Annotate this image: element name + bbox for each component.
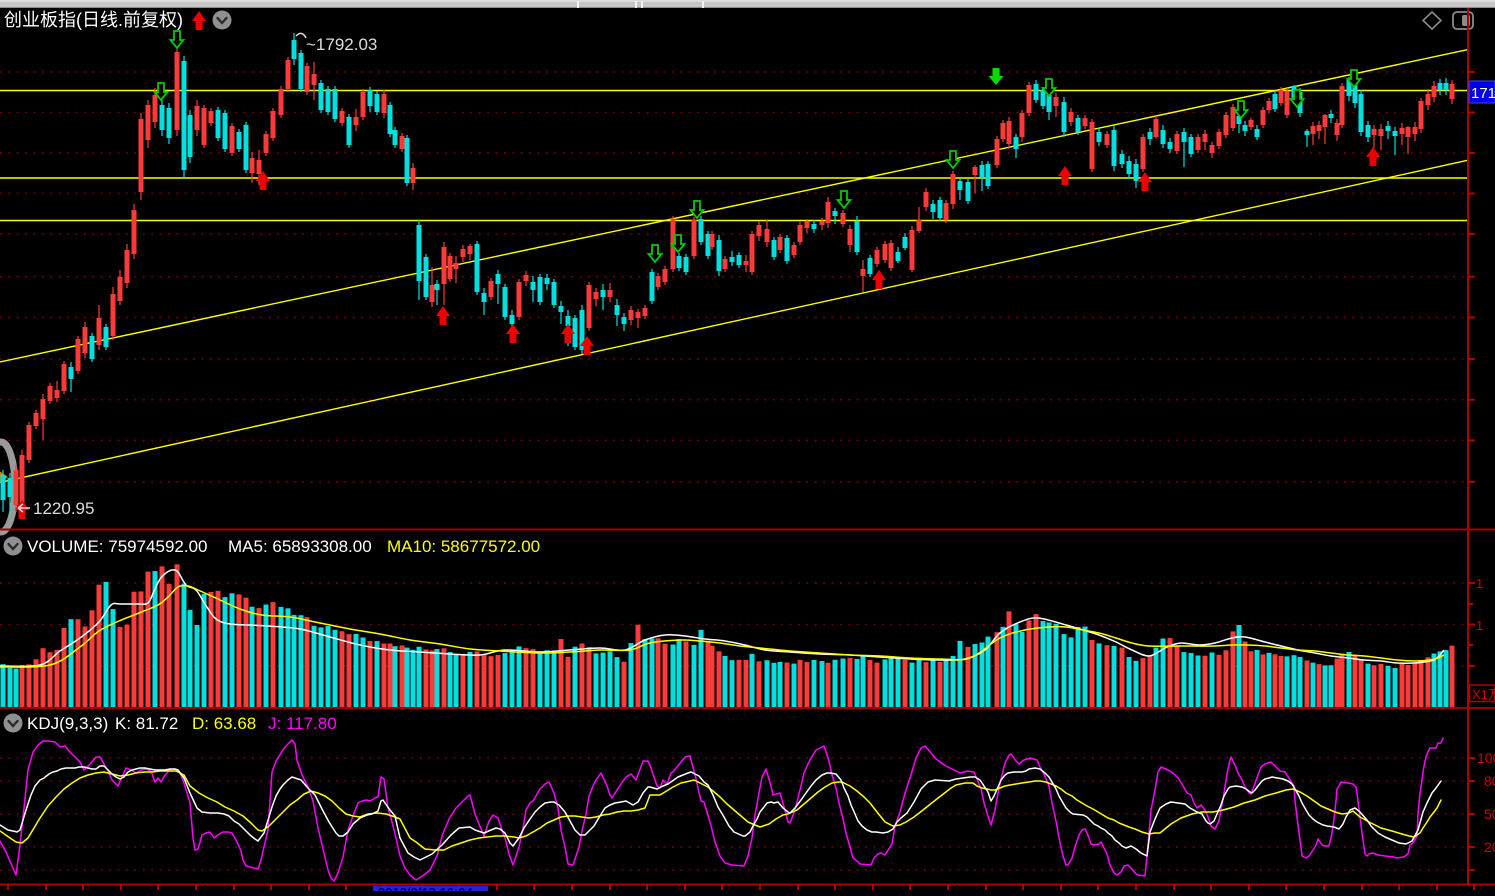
svg-text:1712: 1712 xyxy=(1471,85,1495,102)
svg-text:80: 80 xyxy=(1484,773,1495,789)
svg-text:50: 50 xyxy=(1484,806,1495,822)
svg-text:MA5: 65893308.00: MA5: 65893308.00 xyxy=(228,537,372,556)
svg-text:VOLUME: 75974592.00: VOLUME: 75974592.00 xyxy=(27,537,208,556)
svg-text:D: 63.68: D: 63.68 xyxy=(192,714,256,733)
svg-text:创业板指(日线.前复权): 创业板指(日线.前复权) xyxy=(4,10,183,30)
svg-text:X1万: X1万 xyxy=(1472,687,1495,702)
svg-text:2013/8/13 16:04: 2013/8/13 16:04 xyxy=(378,885,473,891)
svg-text:100: 100 xyxy=(1477,750,1495,766)
svg-text:~1792.03: ~1792.03 xyxy=(306,35,377,54)
svg-text:J: 117.80: J: 117.80 xyxy=(268,714,337,733)
svg-text:20: 20 xyxy=(1484,839,1495,855)
svg-text:1: 1 xyxy=(1476,618,1483,633)
svg-text:K: 81.72: K: 81.72 xyxy=(115,714,178,733)
svg-text:MA10: 58677572.00: MA10: 58677572.00 xyxy=(387,537,540,556)
svg-text:1220.95: 1220.95 xyxy=(33,499,94,518)
svg-text:1: 1 xyxy=(1476,576,1483,591)
svg-text:KDJ(9,3,3): KDJ(9,3,3) xyxy=(27,714,108,733)
